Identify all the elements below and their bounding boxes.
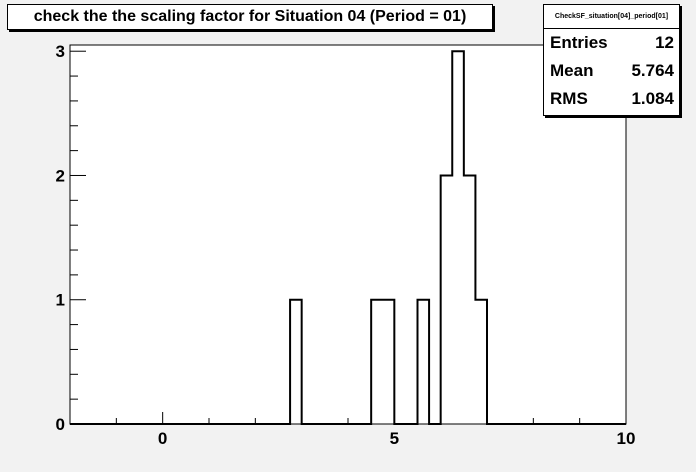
plot-frame — [69, 44, 627, 425]
chart-title: check the the scaling factor for Situati… — [7, 4, 493, 30]
x-tick-label: 10 — [617, 429, 636, 448]
y-tick-label: 1 — [56, 291, 65, 310]
stats-box: CheckSF_situation[04]_period[01] Entries… — [543, 4, 680, 116]
y-tick-label: 2 — [56, 166, 65, 185]
stats-value: 1.084 — [631, 89, 674, 108]
stats-histogram-name: CheckSF_situation[04]_period[01] — [544, 5, 679, 29]
x-tick-label: 0 — [158, 429, 167, 448]
histogram-outline — [70, 50, 626, 425]
y-tick-label: 3 — [56, 42, 65, 61]
stats-row-mean: Mean 5.764 — [544, 57, 679, 85]
stats-label: Entries — [550, 33, 608, 52]
stats-value: 5.764 — [631, 61, 674, 80]
stats-label: Mean — [550, 61, 594, 80]
axis-tick-labels: 0 5 10 0 1 2 3 — [56, 42, 636, 448]
stats-value: 12 — [655, 33, 674, 52]
y-tick-label: 0 — [56, 415, 65, 434]
stats-row-rms: RMS 1.084 — [544, 85, 679, 113]
stats-label: RMS — [550, 89, 588, 108]
x-tick-label: 5 — [390, 429, 399, 448]
stats-row-entries: Entries 12 — [544, 29, 679, 57]
